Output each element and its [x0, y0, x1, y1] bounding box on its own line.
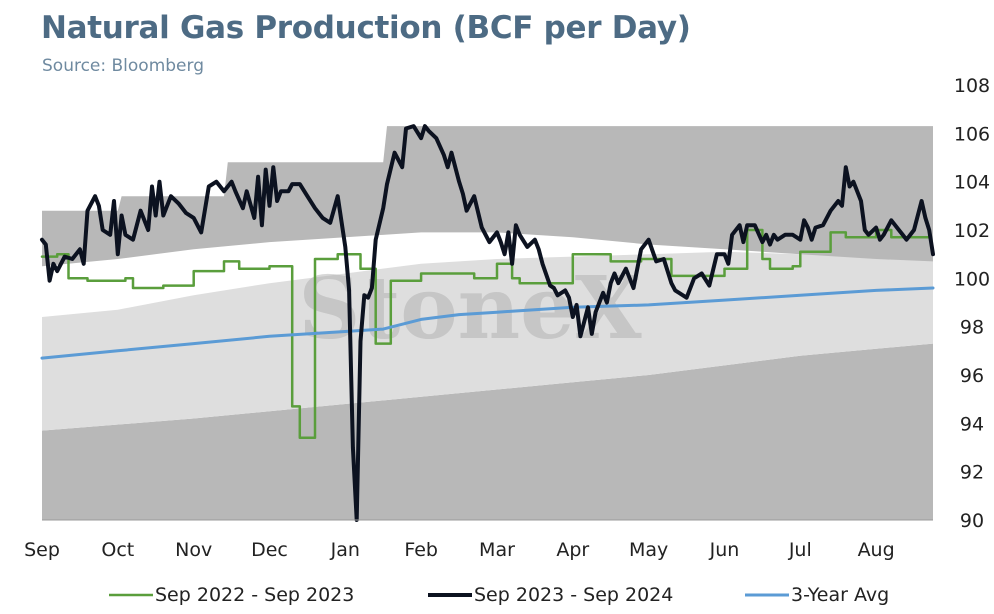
range-bands — [42, 126, 933, 520]
x-tick-label: Apr — [556, 539, 589, 561]
legend-label: Sep 2022 - Sep 2023 — [155, 584, 354, 606]
watermark: StoneX — [298, 258, 641, 359]
y-tick-label: 100 — [954, 268, 990, 290]
x-tick-label: May — [629, 539, 668, 561]
legend: Sep 2022 - Sep 2023 Sep 2023 - Sep 2024 3-… — [109, 584, 889, 606]
y-tick-label: 108 — [954, 75, 990, 97]
y-tick-label: 106 — [954, 123, 990, 145]
series-line-2 — [40, 286, 935, 360]
x-tick-label: Nov — [175, 539, 212, 561]
series-lines — [40, 124, 935, 522]
x-axis: Sep Oct Nov Dec Jan Feb Mar Apr May Jun Jul Aug — [24, 519, 933, 561]
y-tick-label: 90 — [960, 510, 984, 532]
x-tick-label: Mar — [479, 539, 515, 561]
range-light — [42, 249, 933, 431]
x-tick-label: Dec — [251, 539, 288, 561]
x-tick-label: Oct — [101, 539, 134, 561]
y-tick-label: 104 — [954, 172, 990, 194]
x-tick-label: Sep — [24, 539, 60, 561]
y-axis: 90 92 94 96 98 100 102 104 106 108 — [954, 75, 990, 532]
y-tick-label: 92 — [960, 462, 984, 484]
y-tick-label: 96 — [960, 365, 984, 387]
chart-title: Natural Gas Production (BCF per Day) — [41, 10, 691, 46]
y-tick-label: 98 — [960, 317, 984, 339]
legend-label: 3-Year Avg — [791, 584, 889, 606]
y-tick-label: 94 — [960, 413, 984, 435]
series-line-1 — [40, 124, 935, 522]
range-dark-lower — [42, 343, 933, 520]
chart-subtitle: Source: Bloomberg — [42, 56, 204, 76]
range-dark-upper — [42, 126, 933, 267]
series-line-0 — [40, 228, 931, 440]
x-tick-label: Feb — [404, 539, 438, 561]
x-tick-label: Jun — [709, 539, 740, 561]
y-tick-label: 102 — [954, 220, 990, 242]
x-tick-label: Jul — [788, 539, 812, 561]
x-tick-label: Aug — [858, 539, 895, 561]
x-tick-label: Jan — [330, 539, 360, 561]
legend-label: Sep 2023 - Sep 2024 — [474, 584, 673, 606]
